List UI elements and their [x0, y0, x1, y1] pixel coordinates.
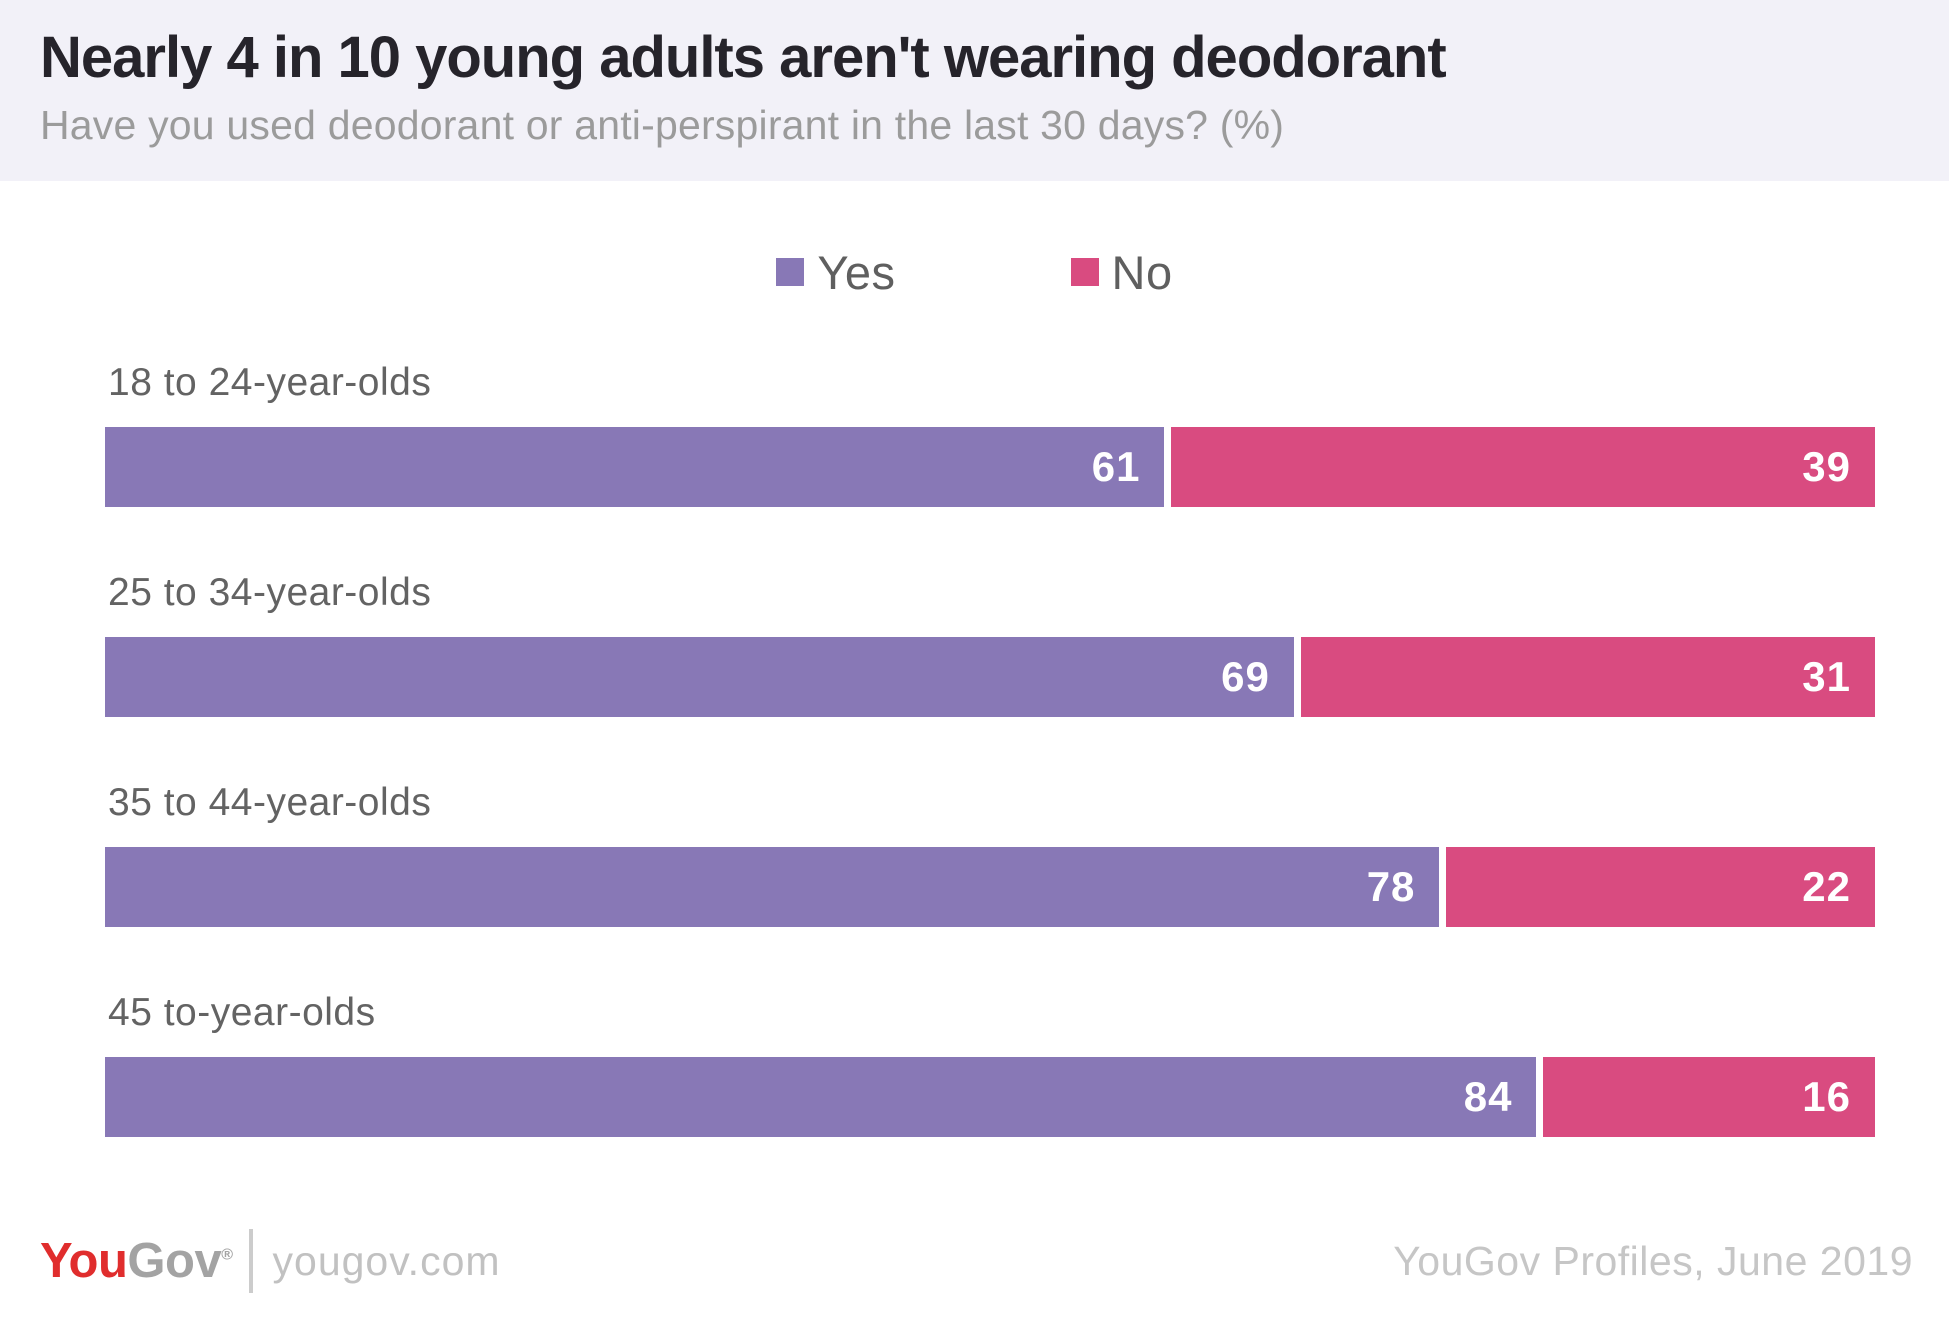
value-label: 16	[1802, 1073, 1851, 1120]
stacked-bar: 78 22	[105, 847, 1875, 927]
chart-row: 35 to 44-year-olds 78 22	[105, 779, 1875, 927]
footer-branding: YouGov® yougov.com	[40, 1229, 501, 1293]
chart-row: 18 to 24-year-olds 61 39	[105, 359, 1875, 507]
chart-header: Nearly 4 in 10 young adults aren't weari…	[0, 0, 1949, 181]
value-label: 39	[1802, 443, 1851, 490]
segment-yes: 61	[105, 427, 1165, 507]
stacked-bar: 84 16	[105, 1057, 1875, 1137]
value-label: 31	[1802, 653, 1851, 700]
source-text: YouGov Profiles, June 2019	[1393, 1237, 1913, 1284]
logo-gov-text: Gov	[127, 1234, 222, 1288]
website-text: yougov.com	[272, 1237, 501, 1284]
value-label: 78	[1366, 863, 1416, 910]
yes-swatch-icon	[776, 258, 805, 286]
no-swatch-icon	[1070, 258, 1099, 286]
footer: YouGov® yougov.com YouGov Profiles, June…	[40, 1229, 1913, 1293]
legend-label-no: No	[1111, 245, 1173, 299]
segment-no: 31	[1300, 637, 1875, 717]
registered-mark-icon: ®	[221, 1246, 233, 1264]
segment-yes: 69	[105, 637, 1294, 717]
logo-you-text: You	[40, 1234, 128, 1288]
segment-yes: 84	[105, 1057, 1537, 1137]
legend-item-yes: Yes	[776, 245, 895, 300]
category-label: 25 to 34-year-olds	[108, 571, 432, 614]
legend-label-yes: Yes	[817, 245, 896, 299]
value-label: 61	[1091, 443, 1141, 490]
stacked-bar: 61 39	[105, 427, 1875, 507]
chart-row: 45 to-year-olds 84 16	[105, 989, 1875, 1137]
segment-yes: 78	[105, 847, 1440, 927]
legend: Yes No	[0, 243, 1949, 301]
value-label: 84	[1463, 1073, 1513, 1120]
category-label: 45 to-year-olds	[108, 991, 376, 1034]
value-label: 69	[1221, 653, 1270, 700]
bar-chart: 18 to 24-year-olds 61 39 25 to 34-year-o…	[105, 359, 1875, 1137]
yougov-logo: YouGov®	[40, 1233, 233, 1289]
stacked-bar: 69 31	[105, 637, 1875, 717]
category-label: 18 to 24-year-olds	[108, 361, 432, 404]
chart-subtitle: Have you used deodorant or anti-perspira…	[40, 101, 1285, 148]
segment-no: 16	[1543, 1057, 1875, 1137]
footer-divider	[248, 1229, 253, 1293]
legend-item-no: No	[1070, 245, 1173, 300]
segment-no: 22	[1446, 847, 1875, 927]
category-label: 35 to 44-year-olds	[108, 781, 432, 824]
segment-no: 39	[1171, 427, 1875, 507]
chart-title: Nearly 4 in 10 young adults aren't weari…	[40, 25, 1447, 90]
value-label: 22	[1802, 863, 1851, 910]
chart-row: 25 to 34-year-olds 69 31	[105, 569, 1875, 717]
